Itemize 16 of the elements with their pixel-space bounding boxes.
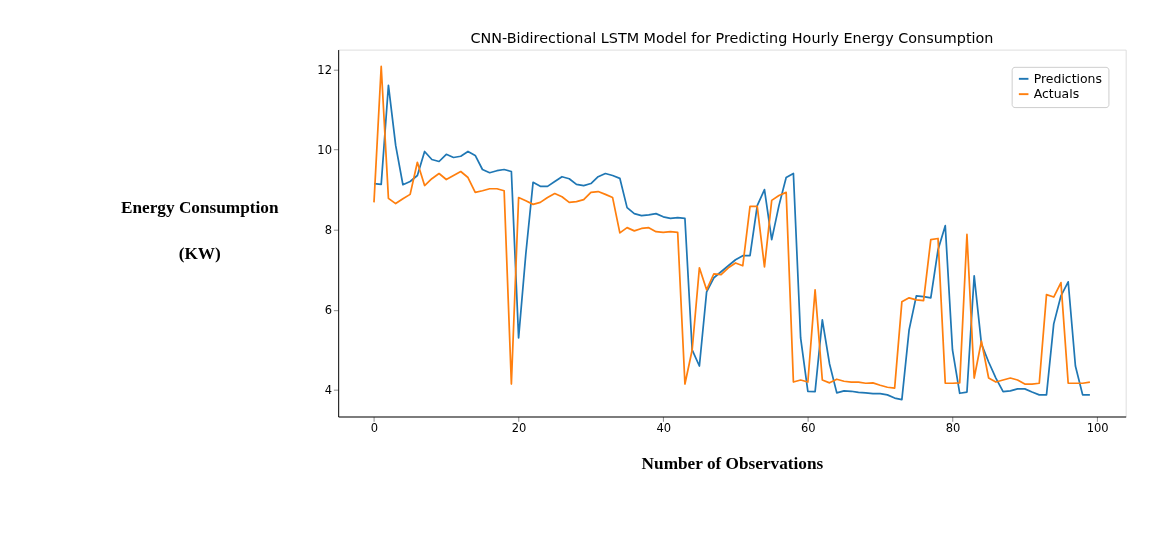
legend-label: Actuals — [1033, 85, 1080, 101]
x-tick-label: 80 — [945, 421, 961, 436]
y-tick-label: 12 — [317, 62, 332, 77]
x-tick-label: 40 — [656, 421, 672, 436]
x-axis-title: Number of Observations — [641, 453, 824, 473]
x-tick-label: 20 — [511, 421, 527, 436]
y-tick-label: 6 — [324, 303, 332, 318]
y-tick-label: 10 — [317, 142, 332, 157]
y-tick-label: 4 — [324, 383, 332, 398]
text: Energy Consumption (KW) — [120, 197, 279, 263]
x-tick-label: 0 — [370, 421, 379, 436]
legend-label: Predictions — [1033, 70, 1102, 86]
x-tick-label: 100 — [1086, 421, 1109, 436]
chart-title: CNN-Bidirectional LSTM Model for Predicting Hourly Energy Consumption — [470, 29, 994, 46]
y-tick-label: 8 — [324, 222, 332, 237]
x-tick-label: 60 — [801, 421, 816, 436]
